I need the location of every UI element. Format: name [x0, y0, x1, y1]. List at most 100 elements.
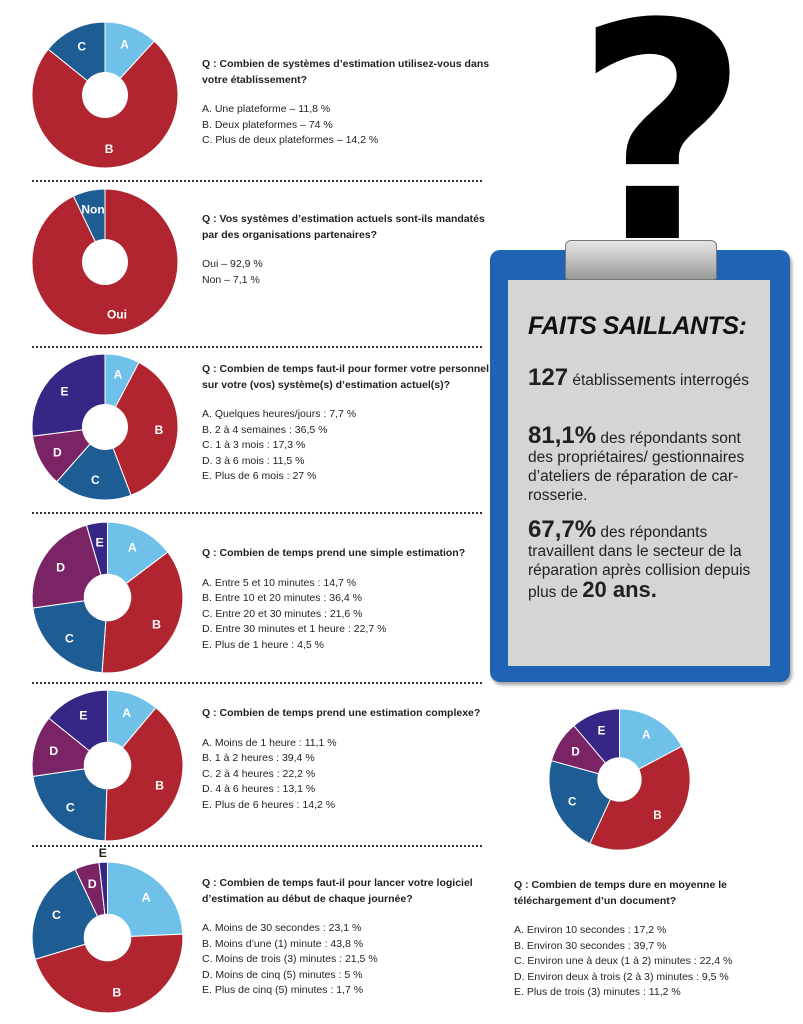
- answer-option: E. Plus de trois (3) minutes : 11,2 %: [514, 986, 681, 998]
- pie-slice-b: [101, 551, 184, 674]
- slice-label: B: [112, 986, 121, 1000]
- highlight-text: des répondants travaillent dans le secte…: [528, 524, 751, 601]
- slice-label: B: [105, 142, 114, 156]
- clipboard-highlights: FAITS SAILLANTS: 127 établissements inte…: [490, 240, 790, 682]
- slice-label: E: [598, 724, 606, 737]
- question-block-4: Q : Combien de temps prend une simple es…: [202, 546, 502, 653]
- pie-slice-c: [47, 21, 106, 97]
- question-title: Q : Vos systèmes d’estimation actuels so…: [202, 213, 485, 241]
- answer-option: C. Entre 20 et 30 minutes : 21,6 %: [202, 607, 363, 620]
- donut-hole: [82, 239, 128, 285]
- highlight-number: 81,1%: [528, 422, 597, 449]
- slice-label: D: [49, 744, 58, 758]
- donut-hole: [82, 404, 128, 450]
- question-title: Q : Combien de temps faut-il pour lancer…: [202, 877, 473, 905]
- slice-label: A: [142, 890, 151, 904]
- slice-label: D: [56, 560, 65, 574]
- pie-slice-a: [106, 521, 169, 599]
- slice-label: D: [571, 745, 579, 758]
- answer-option: D. Entre 30 minutes et 1 heure : 22,7 %: [202, 623, 387, 635]
- question-block-1: Q : Combien de systèmes d’estimation uti…: [202, 57, 502, 149]
- pie-slice-a: [619, 708, 683, 781]
- pie-slice-b: [34, 933, 184, 1014]
- answer-option: Non – 7,1 %: [202, 273, 260, 286]
- donut-hole: [83, 573, 132, 622]
- slice-label: C: [568, 795, 577, 808]
- answer-option: C. 1 à 3 mois : 17,3 %: [202, 439, 306, 451]
- slice-label: A: [128, 541, 137, 555]
- pie-slice-c: [32, 764, 109, 842]
- answer-option: Oui – 92,9 %: [202, 258, 263, 270]
- slice-label: C: [77, 39, 86, 53]
- pie-slice-a: [106, 861, 184, 939]
- pie-slice-b: [589, 745, 691, 851]
- slice-label: E: [95, 535, 103, 549]
- slice-label: B: [155, 779, 164, 793]
- answer-option: E. Plus de cinq (5) minutes : 1,7 %: [202, 984, 364, 996]
- slice-label: A: [114, 368, 123, 382]
- pie-slice-c: [56, 426, 132, 501]
- pie-chart-download-time: A B C D E: [548, 708, 691, 851]
- pie-slice-e: [48, 689, 109, 767]
- donut-hole: [83, 741, 132, 790]
- answer-option: E. Plus de 6 heures : 14,2 %: [202, 798, 336, 811]
- highlights-title: FAITS SAILLANTS:: [528, 312, 747, 340]
- answer-option: A. Environ 10 secondes : 17,2 %: [514, 924, 667, 936]
- clipboard-paper: [508, 280, 770, 666]
- slice-label: A: [120, 38, 129, 52]
- question-mark-graphic: ?: [575, 0, 750, 309]
- answer-option: B. 2 à 4 semaines : 36,5 %: [202, 423, 328, 436]
- answer-option: A. Moins de 30 secondes : 23,1 %: [202, 922, 362, 934]
- answer-option: D. Environ deux à trois (2 à 3) minutes …: [514, 970, 729, 983]
- question-title: Q : Combien de temps dure en moyenne le …: [514, 879, 727, 907]
- slice-label: B: [152, 617, 161, 631]
- answer-option: A. Quelques heures/jours : 7,7 %: [202, 408, 357, 420]
- pie-chart-simple-estimate: A B C D E: [31, 521, 184, 674]
- donut-hole: [597, 757, 642, 802]
- answer-option: E. Plus de 1 heure : 4,5 %: [202, 638, 324, 651]
- clipboard-clip: [565, 240, 717, 280]
- highlight-item-2: 81,1% des répondants sont des propriétai…: [528, 424, 758, 505]
- answer-option: C. Environ une à deux (1 à 2) minutes : …: [514, 955, 733, 967]
- highlight-bold-tail: 20 ans.: [582, 577, 657, 602]
- slice-label: C: [66, 800, 75, 814]
- highlight-item-1: 127 établissements interrogés: [528, 366, 758, 390]
- question-title: Q : Combien de systèmes d’estimation uti…: [202, 58, 490, 86]
- pie-chart-mandated: Oui Non: [31, 188, 179, 336]
- slice-label: C: [91, 473, 100, 487]
- slice-label: D: [88, 877, 97, 891]
- question-block-2: Q : Vos systèmes d’estimation actuels so…: [202, 212, 502, 288]
- question-block-5: Q : Combien de temps prend une estimatio…: [202, 706, 502, 813]
- pie-chart-complex-estimate: A B C D E: [31, 689, 184, 842]
- pie-chart-startup-time: A B C D E: [31, 846, 184, 1014]
- pie-chart-systems-count: A B C: [31, 21, 179, 169]
- question-title: Q : Combien de temps prend une estimatio…: [202, 707, 481, 719]
- pie-slice-c: [32, 596, 109, 674]
- answer-option: C. Plus de deux plateformes – 14,2 %: [202, 134, 379, 146]
- answer-option: D. 3 à 6 mois : 11,5 %: [202, 454, 305, 467]
- slice-label: E: [99, 846, 107, 860]
- dotted-divider: [32, 682, 482, 684]
- answer-option: E. Plus de 6 mois : 27 %: [202, 470, 317, 482]
- slice-label: E: [79, 708, 87, 722]
- slice-label: A: [122, 706, 131, 720]
- answer-option: A. Moins de 1 heure : 11,1 %: [202, 736, 337, 749]
- answer-option: B. 1 à 2 heures : 39,4 %: [202, 752, 315, 764]
- highlight-item-3: 67,7% des répondants travaillent dans le…: [528, 518, 758, 602]
- highlight-number: 127: [528, 364, 569, 391]
- question-block-3: Q : Combien de temps faut-il pour former…: [202, 362, 502, 485]
- question-block-7: Q : Combien de temps dure en moyenne le …: [514, 878, 784, 1001]
- answer-option: B. Deux plateformes – 74 %: [202, 118, 333, 131]
- donut-hole: [82, 72, 128, 118]
- slice-label: Non: [81, 202, 104, 216]
- answer-option: A. Entre 5 et 10 minutes : 14,7 %: [202, 576, 357, 589]
- dotted-divider: [32, 180, 482, 182]
- dotted-divider: [32, 845, 482, 847]
- slice-label: B: [155, 423, 164, 437]
- slice-label: C: [65, 631, 74, 645]
- pie-slice-b: [104, 706, 184, 842]
- slice-label: Oui: [107, 308, 127, 322]
- slice-label: D: [53, 445, 62, 459]
- answer-option: B. Environ 30 secondes : 39,7 %: [514, 939, 667, 952]
- slice-label: A: [642, 729, 651, 742]
